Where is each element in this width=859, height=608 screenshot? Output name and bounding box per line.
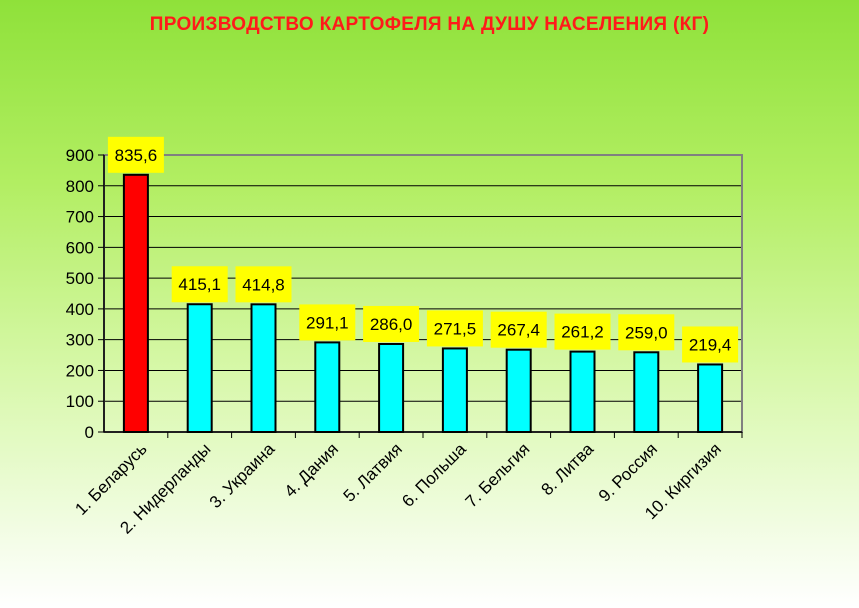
data-label-bg: [363, 305, 420, 342]
data-label: 291,1: [306, 313, 349, 332]
data-label: 267,4: [497, 321, 540, 340]
data-label: 415,1: [178, 275, 221, 294]
data-label-bg: [490, 311, 547, 348]
data-label: 835,6: [115, 146, 158, 165]
bars: [122, 173, 724, 434]
y-tick-labels: 0 100 200 300 400 500 600 700 800 900: [66, 146, 94, 442]
bar: [633, 351, 660, 433]
bar: [314, 341, 341, 433]
y-tick-label: 400: [66, 300, 94, 319]
x-category-label: 3. Украина: [206, 439, 279, 512]
data-label-bg: [107, 136, 164, 173]
y-tick-label: 200: [66, 361, 94, 380]
data-label-bg: [682, 326, 739, 363]
data-label-bg: [171, 266, 228, 303]
x-category-label: 6. Польша: [398, 439, 470, 511]
x-category-label: 9. Россия: [595, 439, 661, 505]
chart-title: ПРОИЗВОДСТВО КАРТОФЕЛЯ НА ДУШУ НАСЕЛЕНИЯ…: [149, 14, 710, 35]
bar: [378, 342, 405, 433]
y-tick-label: 800: [66, 177, 94, 196]
bar: [250, 303, 277, 433]
data-label-bg: [235, 266, 292, 303]
data-label: 261,2: [561, 323, 604, 342]
y-tick-label: 500: [66, 269, 94, 288]
bar: [697, 363, 724, 433]
data-labels: 835,6 415,1 414,8 291,1 286,0 271,5 267,4 261,2…: [107, 136, 739, 363]
y-tick-label: 900: [66, 146, 94, 165]
x-category-label: 7. Бельгия: [462, 439, 534, 511]
bar: [505, 348, 532, 433]
x-category-label: 4. Дания: [281, 439, 342, 500]
data-label: 286,0: [370, 315, 413, 334]
bar: [186, 303, 213, 434]
y-tick-label: 100: [66, 392, 94, 411]
y-tick-label: 700: [66, 208, 94, 227]
data-label: 414,8: [242, 275, 285, 294]
data-label-bg: [618, 314, 675, 351]
bar: [122, 173, 149, 433]
data-label-bg: [299, 304, 356, 341]
data-label-bg: [426, 310, 483, 347]
bar: [441, 347, 468, 433]
y-tick-label: 600: [66, 238, 94, 257]
bar: [569, 350, 596, 434]
data-label: 271,5: [434, 319, 477, 338]
x-category-label: 8. Литва: [537, 439, 597, 499]
y-tick-label: 300: [66, 331, 94, 350]
y-tick-label: 0: [85, 423, 94, 442]
x-category-label: 5. Латвия: [340, 439, 406, 505]
data-label: 219,4: [689, 335, 732, 354]
data-label: 259,0: [625, 323, 668, 342]
data-label-bg: [554, 313, 611, 350]
